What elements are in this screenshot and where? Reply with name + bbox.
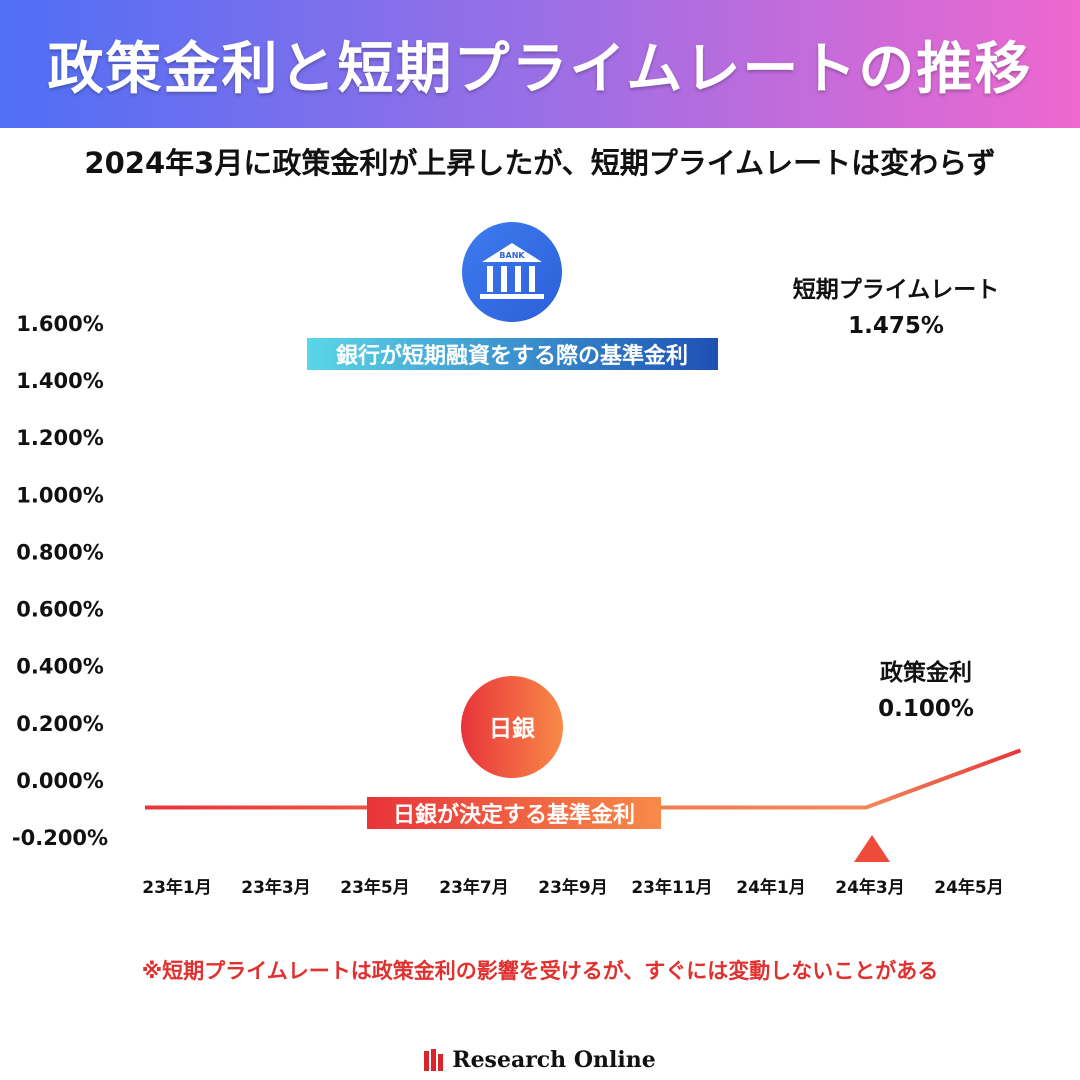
brand-name: Research Online [452, 1047, 656, 1073]
x-tick-label: 23年9月 [538, 877, 608, 898]
boj-icon-circle [461, 676, 563, 778]
bank-icon-circle [462, 222, 562, 322]
policy-rate-value: 0.100% [878, 696, 974, 722]
policy-rate-name: 政策金利 [880, 659, 972, 686]
y-tick-label: 1.000% [16, 483, 103, 507]
bank-icon-column [515, 266, 521, 292]
prime-band-label: 銀行が短期融資をする際の基準金利 [307, 338, 718, 370]
rate-hike-marker-icon [854, 835, 890, 862]
prime-band-bg [307, 338, 718, 370]
prime-band-text: 銀行が短期融資をする際の基準金利 [336, 343, 688, 369]
y-tick-label: 0.800% [16, 540, 103, 564]
bank-icon-column [501, 266, 507, 292]
y-tick-label: 0.400% [16, 655, 103, 679]
chart-subtitle: 2024年3月に政策金利が上昇したが、短期プライムレートは変わらず [84, 146, 996, 180]
y-tick-label: -0.200% [12, 826, 108, 850]
x-tick-label: 23年7月 [439, 877, 509, 898]
title-banner: 政策金利と短期プライムレートの推移 [0, 0, 1080, 128]
x-tick-label: 24年3月 [835, 877, 905, 898]
bank-icon-column [529, 266, 535, 292]
y-tick-label: 0.000% [16, 769, 103, 793]
policy-band-bg [367, 797, 661, 829]
x-tick-label: 23年3月 [241, 877, 311, 898]
boj-icon-text: 日銀 [489, 715, 535, 742]
x-tick-label: 23年11月 [631, 877, 712, 898]
brand-mark-icon [424, 1049, 444, 1071]
bank-icon: BANK [462, 222, 562, 322]
y-tick-label: 1.200% [16, 426, 103, 450]
y-tick-label: 1.600% [16, 312, 103, 336]
boj-circle-icon: 日銀 [461, 676, 563, 778]
bank-icon-base [480, 294, 544, 299]
bank-icon-roof [482, 243, 542, 262]
x-tick-label: 24年5月 [934, 877, 1004, 898]
x-tick-label: 23年5月 [340, 877, 410, 898]
bank-icon-column [487, 266, 493, 292]
rate-chart: 1.600% 1.400% 1.200% 1.000% 0.800% 0.600% 0.40… [12, 222, 1022, 898]
x-tick-label: 23年1月 [142, 877, 212, 898]
x-tick-label: 24年1月 [736, 877, 806, 898]
policy-band-label: 日銀が決定する基準金利 [367, 797, 661, 829]
y-tick-label: 0.600% [16, 598, 103, 622]
policy-band-text: 日銀が決定する基準金利 [393, 802, 635, 828]
prime-rate-value: 1.475% [848, 313, 944, 339]
page-title: 政策金利と短期プライムレートの推移 [47, 36, 1033, 102]
footnote: ※短期プライムレートは政策金利の影響を受けるが、すぐには変動しないことがある [141, 959, 939, 983]
bank-icon-text: BANK [499, 251, 525, 260]
y-tick-label: 0.200% [16, 712, 103, 736]
brand-logo: Research Online [0, 1047, 1080, 1073]
prime-rate-name: 短期プライムレート [793, 276, 1000, 303]
y-tick-label: 1.400% [16, 369, 103, 393]
